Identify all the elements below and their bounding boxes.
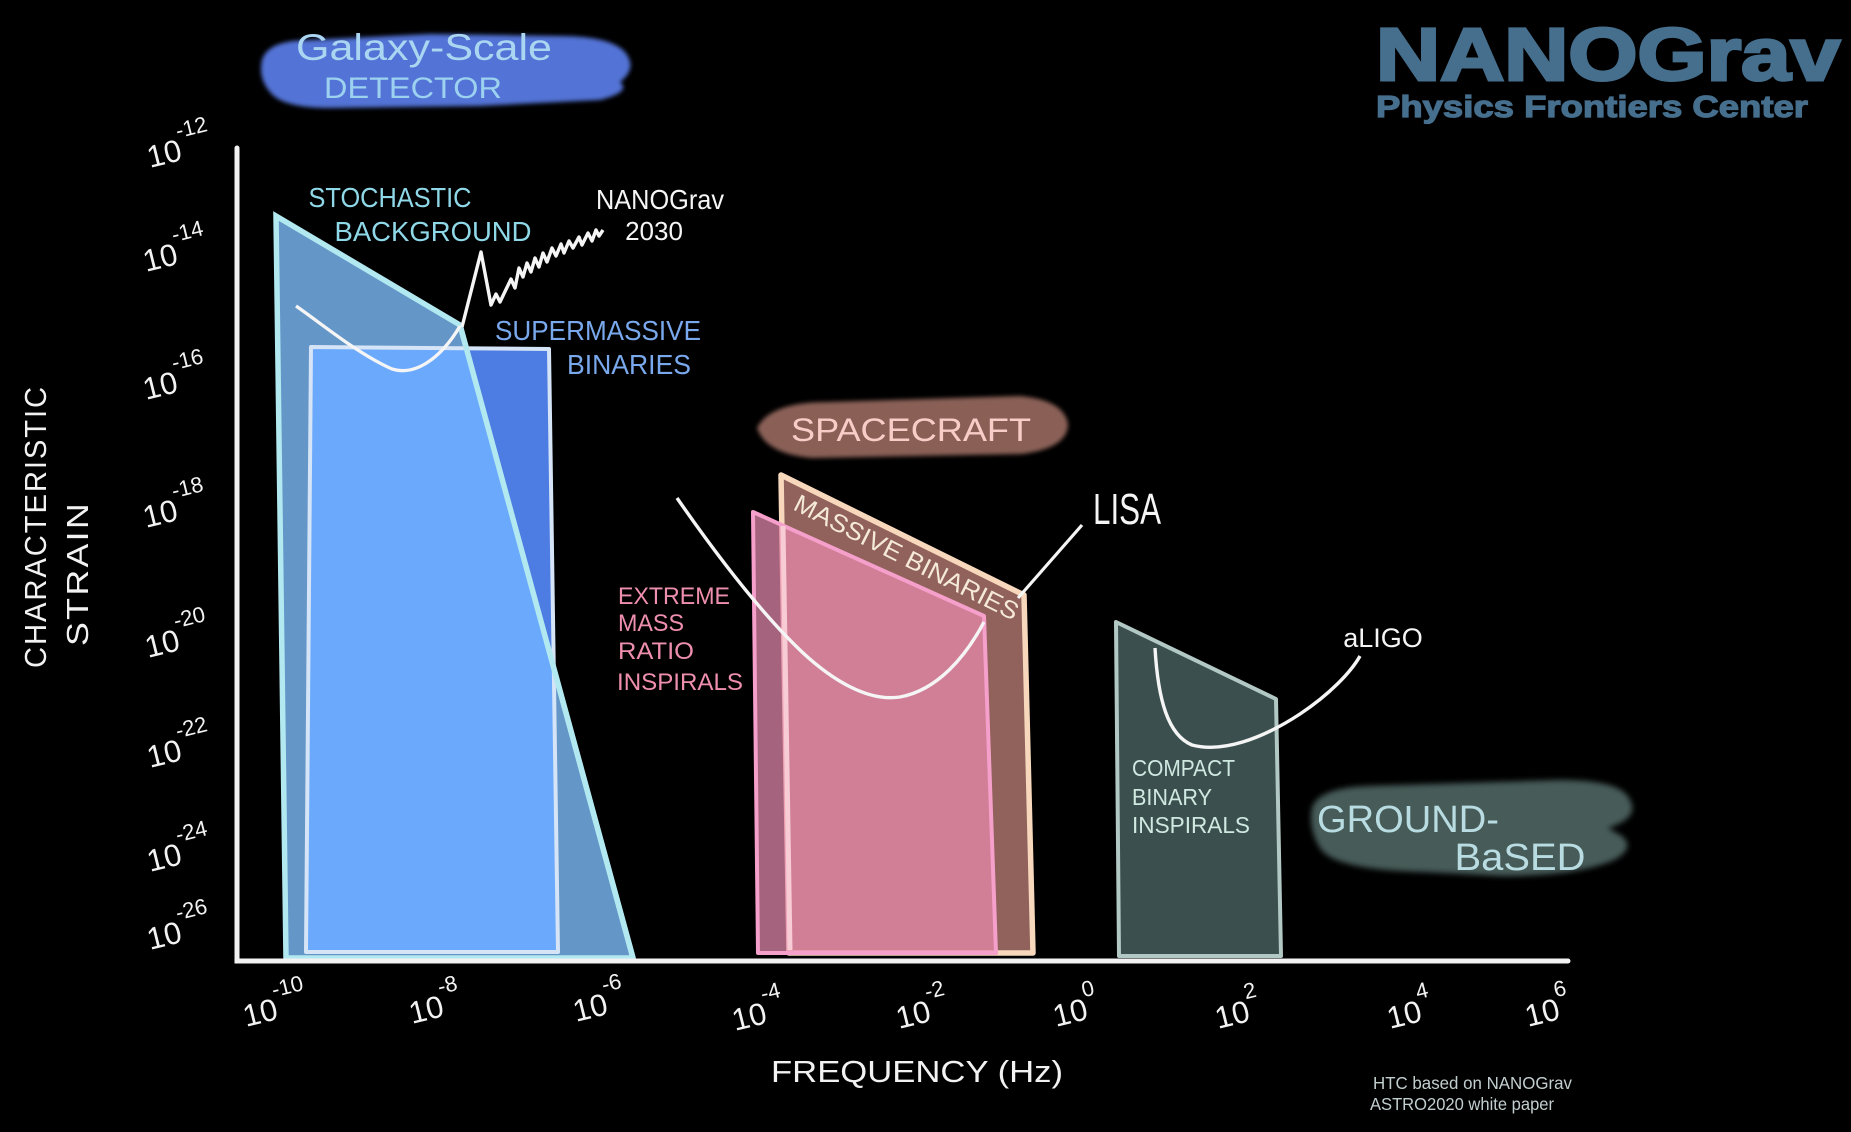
svg-text:10: 10	[143, 836, 185, 878]
svg-text:COMPACT: COMPACT	[1132, 755, 1235, 781]
svg-text:0: 0	[1079, 975, 1097, 1002]
svg-text:STOCHASTIC: STOCHASTIC	[309, 182, 472, 213]
svg-text:10: 10	[1049, 991, 1091, 1033]
svg-text:SPACECRAFT: SPACECRAFT	[791, 412, 1031, 448]
svg-text:ASTRO2020 white paper: ASTRO2020 white paper	[1370, 1094, 1554, 1114]
svg-text:10: 10	[569, 986, 611, 1028]
svg-text:INSPIRALS: INSPIRALS	[617, 669, 743, 696]
svg-text:2030: 2030	[625, 216, 683, 246]
svg-text:6: 6	[1551, 975, 1569, 1002]
svg-text:LISA: LISA	[1093, 485, 1161, 534]
svg-text:10: 10	[141, 622, 183, 664]
svg-text:10: 10	[143, 732, 185, 774]
svg-text:aLIGO: aLIGO	[1343, 623, 1423, 653]
svg-text:10: 10	[139, 236, 181, 278]
svg-text:BINARIES: BINARIES	[567, 349, 691, 380]
svg-text:NANOGrav: NANOGrav	[596, 184, 724, 215]
svg-text:Galaxy-Scale: Galaxy-Scale	[296, 27, 552, 68]
svg-text:10: 10	[143, 132, 185, 174]
svg-text:4: 4	[1413, 977, 1431, 1004]
svg-text:SUPERMASSIVE: SUPERMASSIVE	[495, 315, 701, 346]
svg-text:FREQUENCY (Hz): FREQUENCY (Hz)	[771, 1054, 1063, 1089]
svg-text:10: 10	[892, 993, 934, 1035]
svg-text:RATIO: RATIO	[618, 638, 694, 665]
svg-text:10: 10	[139, 492, 181, 534]
svg-text:INSPIRALS: INSPIRALS	[1132, 812, 1250, 838]
svg-text:Physics Frontiers Center: Physics Frontiers Center	[1376, 89, 1808, 124]
svg-text:10: 10	[1211, 993, 1253, 1035]
svg-text:GROUND-: GROUND-	[1317, 799, 1499, 841]
svg-text:BACKGROUND: BACKGROUND	[335, 216, 532, 247]
svg-text:MASS: MASS	[618, 610, 684, 637]
svg-text:10: 10	[143, 914, 185, 956]
svg-text:10: 10	[728, 995, 770, 1037]
svg-text:HTC based on NANOGrav: HTC based on NANOGrav	[1373, 1073, 1572, 1093]
svg-text:10: 10	[1521, 991, 1563, 1033]
svg-text:10: 10	[139, 364, 181, 406]
svg-text:DETECTOR: DETECTOR	[324, 72, 502, 105]
svg-text:CHARACTERISTIC: CHARACTERISTIC	[18, 385, 53, 668]
svg-text:10: 10	[239, 991, 281, 1033]
svg-text:BaSED: BaSED	[1455, 837, 1586, 879]
svg-text:2: 2	[1241, 977, 1259, 1004]
svg-text:EXTREME: EXTREME	[618, 583, 730, 610]
svg-text:10: 10	[1383, 993, 1425, 1035]
svg-text:NANOGrav: NANOGrav	[1376, 13, 1840, 96]
svg-text:BINARY: BINARY	[1132, 784, 1212, 810]
svg-text:10: 10	[405, 988, 447, 1030]
svg-text:STRAIN: STRAIN	[60, 501, 95, 646]
